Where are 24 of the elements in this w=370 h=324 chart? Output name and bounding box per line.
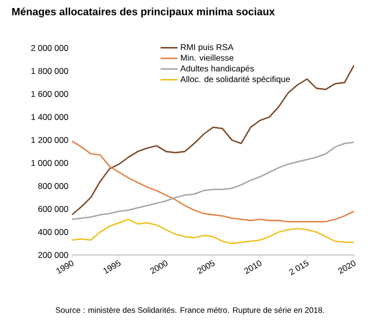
x-tick-label: 2005 xyxy=(197,260,215,274)
y-tick-label: 600 000 xyxy=(38,206,68,212)
legend-label: Alloc. de solidarité spécifique xyxy=(180,76,290,84)
y-tick-label: 1 200 000 xyxy=(31,137,68,143)
legend-label: RMI puis RSA xyxy=(180,44,234,52)
y-tick-label: 800 000 xyxy=(38,183,68,189)
y-tick-label: 200 000 xyxy=(38,252,68,258)
y-tick-label: 2 000 000 xyxy=(31,45,68,51)
y-tick-label: 1 600 000 xyxy=(31,91,68,97)
x-tick-label: 2020 xyxy=(338,260,356,274)
y-tick-label: 1 000 000 xyxy=(31,160,68,166)
x-tick-label: 2010 xyxy=(244,260,262,274)
chart-title: Ménages allocataires des principaux minima sociaux xyxy=(12,8,275,18)
line-series xyxy=(72,64,354,216)
x-tick-label: 1990 xyxy=(56,260,74,274)
y-tick-label: 1 400 000 xyxy=(31,114,68,120)
legend-label: Adultes handicapés xyxy=(180,65,254,74)
x-tick-label: 2000 xyxy=(150,260,168,274)
x-tick-label: 2 015 xyxy=(289,260,309,276)
legend-label: Min. vieillesse xyxy=(180,54,234,61)
y-tick-label: 1 800 000 xyxy=(31,68,68,74)
x-tick-label: 1995 xyxy=(103,260,121,274)
line-series xyxy=(72,218,354,244)
y-tick-label: 400 000 xyxy=(38,229,68,235)
